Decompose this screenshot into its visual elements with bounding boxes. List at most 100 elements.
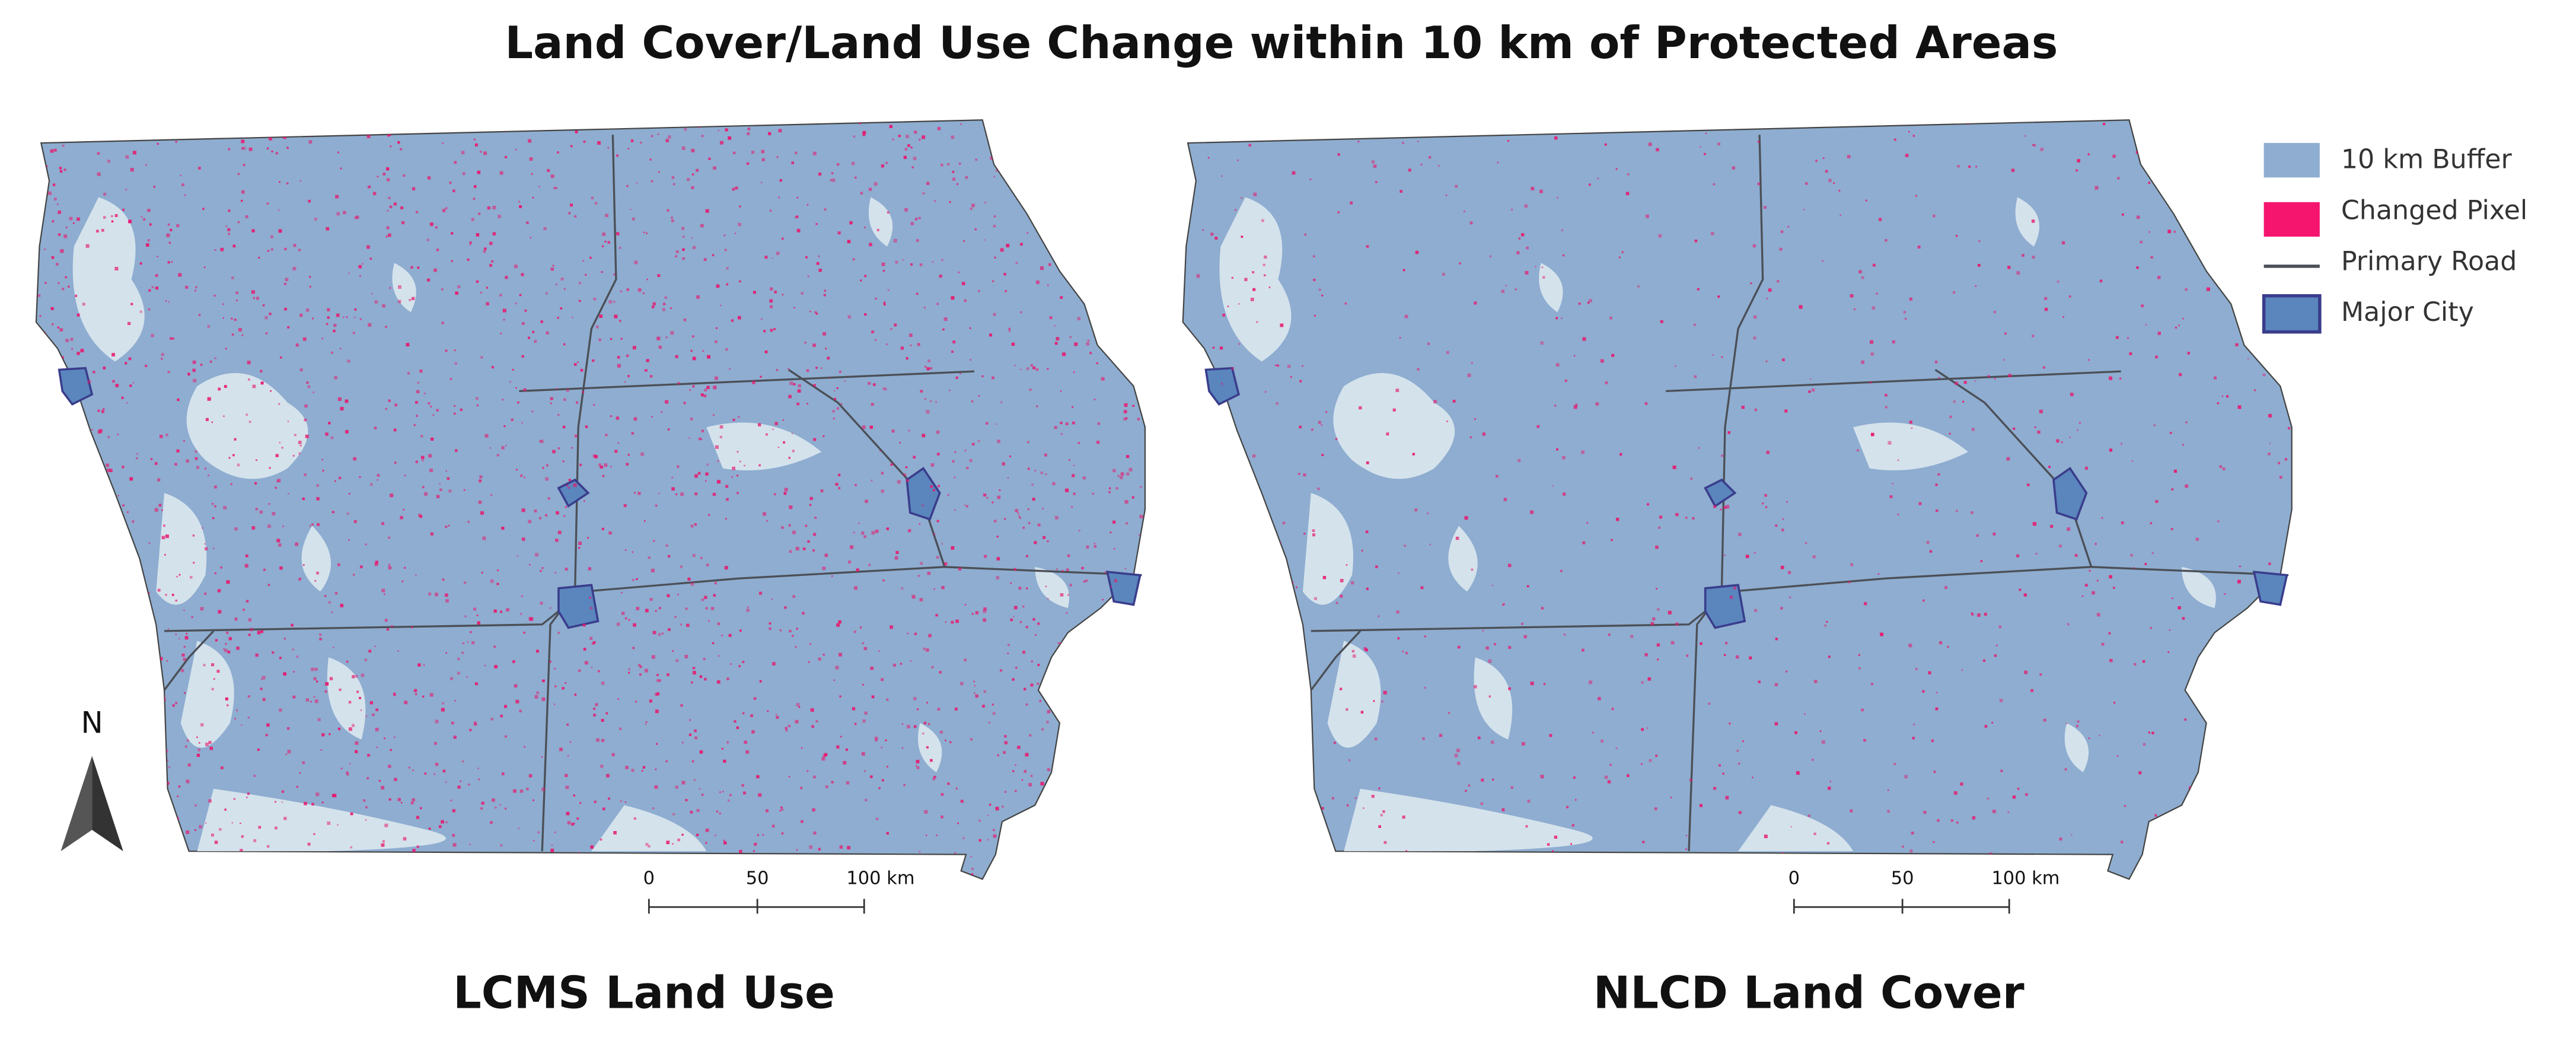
changed-pixel (489, 264, 492, 267)
changed-pixel (80, 645, 84, 649)
north-arrow (60, 756, 93, 852)
changed-pixel (571, 823, 575, 826)
changed-pixel (665, 139, 669, 142)
changed-pixel (546, 331, 549, 335)
changed-pixel (1123, 139, 1126, 142)
changed-pixel (641, 770, 643, 772)
changed-pixel (528, 859, 532, 863)
changed-pixel (1221, 175, 1223, 177)
changed-pixel (699, 675, 703, 679)
changed-pixel (984, 239, 986, 241)
changed-pixel (1114, 258, 1117, 261)
changed-pixel (873, 383, 876, 386)
changed-pixel (253, 775, 256, 777)
changed-pixel (1984, 613, 1987, 616)
changed-pixel (1101, 224, 1104, 227)
changed-pixel (1757, 182, 1760, 186)
changed-pixel (756, 775, 760, 779)
changed-pixel (520, 613, 522, 615)
changed-pixel (147, 209, 151, 212)
changed-pixel (1130, 615, 1134, 619)
changed-pixel (386, 226, 390, 230)
changed-pixel (55, 706, 59, 709)
changed-pixel (1244, 278, 1248, 281)
changed-pixel (436, 249, 439, 251)
changed-pixel (251, 229, 255, 233)
changed-pixel (181, 653, 185, 657)
changed-pixel (350, 812, 353, 816)
changed-pixel (534, 510, 537, 512)
changed-pixel (656, 674, 659, 676)
changed-pixel (1375, 565, 1378, 568)
changed-pixel (246, 600, 249, 603)
changed-pixel (417, 663, 421, 667)
changed-pixel (1923, 810, 1927, 814)
changed-pixel (1814, 680, 1818, 683)
changed-pixel (926, 702, 928, 703)
changed-pixel (801, 292, 804, 295)
changed-pixel (1015, 789, 1017, 792)
changed-pixel (1110, 605, 1114, 609)
changed-pixel (148, 591, 150, 594)
changed-pixel (2032, 144, 2035, 146)
changed-pixel (116, 800, 120, 804)
changed-pixel (868, 381, 871, 385)
changed-pixel (2135, 151, 2139, 154)
changed-pixel (789, 381, 793, 386)
changed-pixel (496, 582, 499, 585)
changed-pixel (902, 259, 904, 261)
changed-pixel (2116, 755, 2119, 757)
changed-pixel (1309, 178, 1312, 181)
changed-pixel (479, 151, 482, 153)
changed-pixel (811, 725, 814, 728)
changed-pixel (1383, 840, 1387, 844)
changed-pixel (996, 423, 997, 425)
changed-pixel (1878, 218, 1882, 221)
changed-pixel (708, 620, 710, 622)
changed-pixel (694, 523, 697, 526)
changed-pixel (282, 880, 286, 884)
changed-pixel (982, 705, 985, 708)
changed-pixel (1008, 327, 1011, 330)
changed-pixel (701, 135, 704, 138)
changed-pixel (514, 684, 518, 688)
changed-pixel (397, 141, 400, 144)
changed-pixel (1402, 815, 1405, 819)
changed-pixel (655, 768, 657, 770)
changed-pixel (1805, 182, 1808, 185)
changed-pixel (2031, 219, 2035, 223)
changed-pixel (1096, 362, 1098, 364)
changed-pixel (616, 232, 620, 235)
changed-pixel (1013, 616, 1015, 617)
changed-pixel (578, 542, 582, 545)
changed-pixel (263, 568, 266, 571)
changed-pixel (417, 266, 420, 269)
changed-pixel (696, 168, 699, 172)
changed-pixel (739, 205, 741, 208)
changed-pixel (1067, 594, 1070, 596)
changed-pixel (1649, 117, 1650, 119)
changed-pixel (578, 669, 581, 673)
changed-pixel (490, 579, 494, 583)
changed-pixel (2099, 734, 2100, 737)
changed-pixel (992, 280, 994, 282)
changed-pixel (1250, 766, 1253, 769)
changed-pixel (1375, 181, 1378, 183)
changed-pixel (856, 568, 859, 572)
changed-pixel (935, 868, 938, 871)
changed-pixel (1278, 626, 1281, 629)
changed-pixel (279, 442, 280, 444)
changed-pixel (2000, 769, 2003, 772)
changed-pixel (541, 756, 543, 758)
changed-pixel (415, 460, 418, 463)
changed-pixel (234, 617, 238, 621)
changed-pixel (715, 445, 719, 449)
changed-pixel (1003, 273, 1006, 276)
changed-pixel (504, 807, 507, 810)
changed-pixel (739, 849, 742, 854)
changed-pixel (1647, 727, 1649, 729)
changed-pixel (270, 235, 273, 238)
changed-pixel (1108, 756, 1111, 759)
changed-pixel (593, 403, 595, 406)
changed-pixel (478, 500, 482, 504)
